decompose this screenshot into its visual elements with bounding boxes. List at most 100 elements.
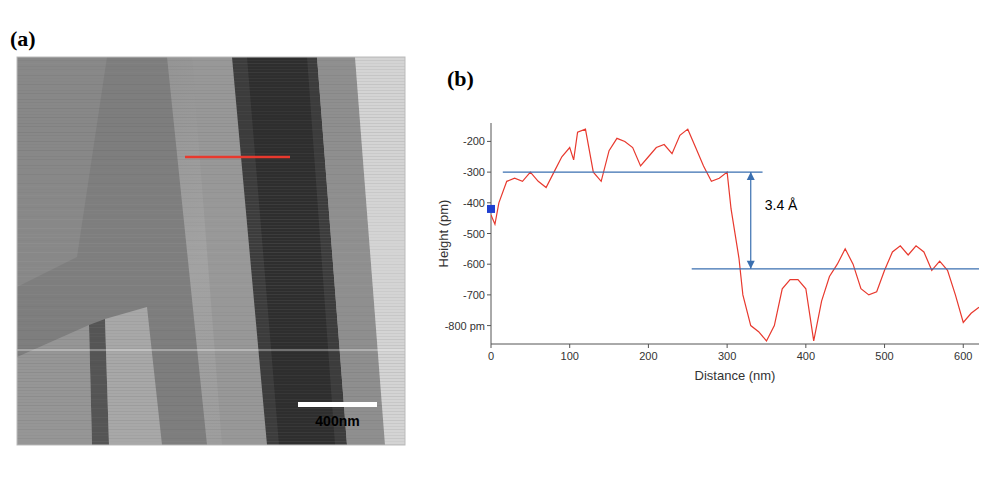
scan-line: [17, 372, 405, 373]
scan-line: [17, 156, 405, 157]
scan-line: [17, 363, 405, 364]
scan-line: [17, 147, 405, 148]
scan-line: [17, 66, 405, 67]
annotation-label: 3.4 Å: [765, 197, 798, 213]
scan-line: [17, 261, 405, 262]
scan-line: [17, 276, 405, 277]
scan-line: [17, 249, 405, 250]
scan-line: [17, 180, 405, 181]
scale-bar: [298, 402, 377, 407]
scan-line: [17, 315, 405, 316]
bright-terrace: [355, 57, 405, 445]
scan-line: [17, 300, 405, 301]
scan-line: [17, 291, 405, 292]
scan-line: [17, 237, 405, 238]
scan-line: [17, 183, 405, 184]
x-tick: [963, 344, 964, 348]
scan-line: [17, 141, 405, 142]
afm-image: [17, 57, 405, 445]
scan-line: [17, 162, 405, 163]
scan-line: [17, 111, 405, 112]
scan-line: [17, 279, 405, 280]
scan-line: [17, 387, 405, 388]
y-axis-title: Height (pm): [436, 200, 451, 268]
scan-line: [17, 132, 405, 133]
figure: (a)400nm(b)-200-300-400-500-600-700-800 …: [0, 0, 992, 498]
height-profile: [491, 129, 979, 341]
image-background: [17, 57, 405, 445]
scan-line: [17, 312, 405, 313]
scan-line: [17, 264, 405, 265]
scan-line: [17, 231, 405, 232]
scan-line: [17, 117, 405, 118]
scan-line: [17, 120, 405, 121]
scan-line: [17, 165, 405, 166]
scan-line: [17, 297, 405, 298]
x-tick: [569, 344, 570, 348]
scan-line: [17, 336, 405, 337]
scan-line: [17, 93, 405, 94]
y-tick-label: -600: [463, 258, 485, 270]
scan-line: [17, 330, 405, 331]
panel-letter: (b): [447, 66, 474, 91]
cursor-marker: [487, 205, 495, 213]
scan-line: [17, 138, 405, 139]
scan-line: [17, 207, 405, 208]
scan-line: [17, 333, 405, 334]
scan-line: [17, 222, 405, 223]
scan-line: [17, 108, 405, 109]
scan-line: [17, 78, 405, 79]
scan-line: [17, 378, 405, 379]
scan-line: [17, 354, 405, 355]
scan-line: [17, 144, 405, 145]
x-axis: [491, 344, 979, 345]
scan-line: [17, 213, 405, 214]
height-arrow: [750, 172, 751, 269]
scan-line: [17, 357, 405, 358]
scan-line: [17, 177, 405, 178]
scan-line: [17, 348, 405, 349]
scan-line: [17, 189, 405, 190]
scan-line: [17, 345, 405, 346]
scan-line: [17, 243, 405, 244]
scan-line: [17, 258, 405, 259]
scan-line: [17, 303, 405, 304]
reference-line: [692, 268, 979, 269]
scan-line: [17, 72, 405, 73]
scan-line: [17, 186, 405, 187]
scan-line: [17, 324, 405, 325]
scan-line: [17, 282, 405, 283]
scan-line: [17, 102, 405, 103]
arrow-head: [747, 172, 755, 180]
scan-line: [17, 63, 405, 64]
scan-line: [17, 216, 405, 217]
scan-line: [17, 294, 405, 295]
y-tick-label: -400: [463, 197, 485, 209]
scan-line: [17, 201, 405, 202]
scan-line: [17, 438, 405, 439]
x-axis-title: Distance (nm): [695, 368, 776, 383]
scan-line: [17, 252, 405, 253]
scan-line: [17, 411, 405, 412]
scan-line: [17, 90, 405, 91]
scan-line: [17, 69, 405, 70]
scan-line: [17, 318, 405, 319]
y-tick: [487, 233, 491, 234]
scan-line: [17, 285, 405, 286]
scan-line: [17, 408, 405, 409]
scan-line: [17, 60, 405, 61]
scan-line: [17, 351, 405, 352]
scan-line: [17, 393, 405, 394]
scan-line: [17, 174, 405, 175]
scan-line: [17, 192, 405, 193]
x-tick-label: 500: [875, 350, 893, 362]
scan-line: [17, 135, 405, 136]
y-tick-label: -200: [463, 135, 485, 147]
y-tick-label: -300: [463, 166, 485, 178]
scan-line: [17, 225, 405, 226]
scan-line: [17, 75, 405, 76]
y-tick: [487, 294, 491, 295]
y-tick-label: -500: [463, 228, 485, 240]
scan-line: [17, 375, 405, 376]
scan-line: [17, 255, 405, 256]
